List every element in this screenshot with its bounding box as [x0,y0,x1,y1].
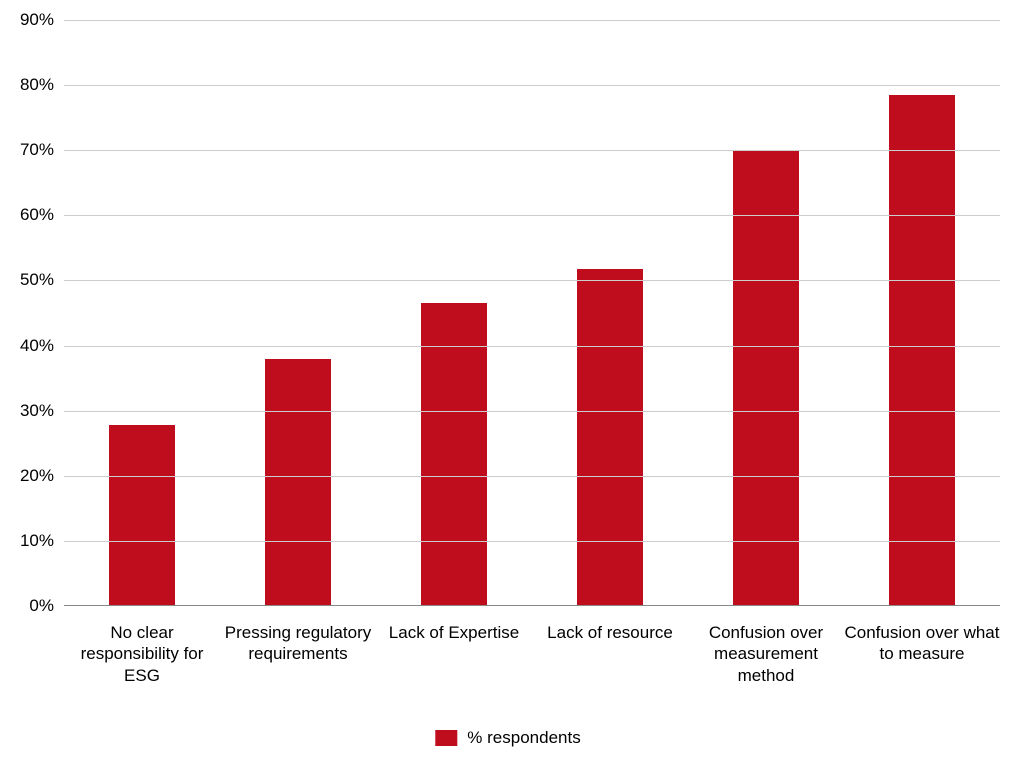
legend-swatch [435,730,457,746]
legend: % respondents [435,728,580,748]
bar [889,95,955,606]
bar [109,425,175,606]
gridline [64,215,1000,216]
y-tick-label: 20% [20,466,64,486]
gridline [64,280,1000,281]
x-category-label: Lack of Expertise [376,606,532,643]
x-category-label: Pressing regulatory requirements [220,606,376,665]
x-category-label: Confusion over what to measure [844,606,1000,665]
gridline [64,346,1000,347]
x-category-label: Lack of resource [532,606,688,643]
gridline [64,411,1000,412]
gridline [64,476,1000,477]
gridline [64,150,1000,151]
y-tick-label: 40% [20,336,64,356]
y-tick-label: 0% [29,596,64,616]
bars-layer [64,20,1000,606]
legend-label: % respondents [467,728,580,748]
y-tick-label: 60% [20,205,64,225]
y-tick-label: 90% [20,10,64,30]
bar-chart: No clear responsibility for ESGPressing … [0,0,1016,766]
y-tick-label: 80% [20,75,64,95]
y-tick-label: 30% [20,401,64,421]
bar [577,269,643,606]
x-category-label: No clear responsibility for ESG [64,606,220,686]
bar [265,359,331,606]
gridline [64,85,1000,86]
y-tick-label: 10% [20,531,64,551]
gridline [64,20,1000,21]
plot-area: No clear responsibility for ESGPressing … [64,20,1000,606]
bar [733,150,799,606]
y-tick-label: 50% [20,270,64,290]
bar [421,303,487,606]
y-tick-label: 70% [20,140,64,160]
x-category-label: Confusion over measurement method [688,606,844,686]
gridline [64,541,1000,542]
